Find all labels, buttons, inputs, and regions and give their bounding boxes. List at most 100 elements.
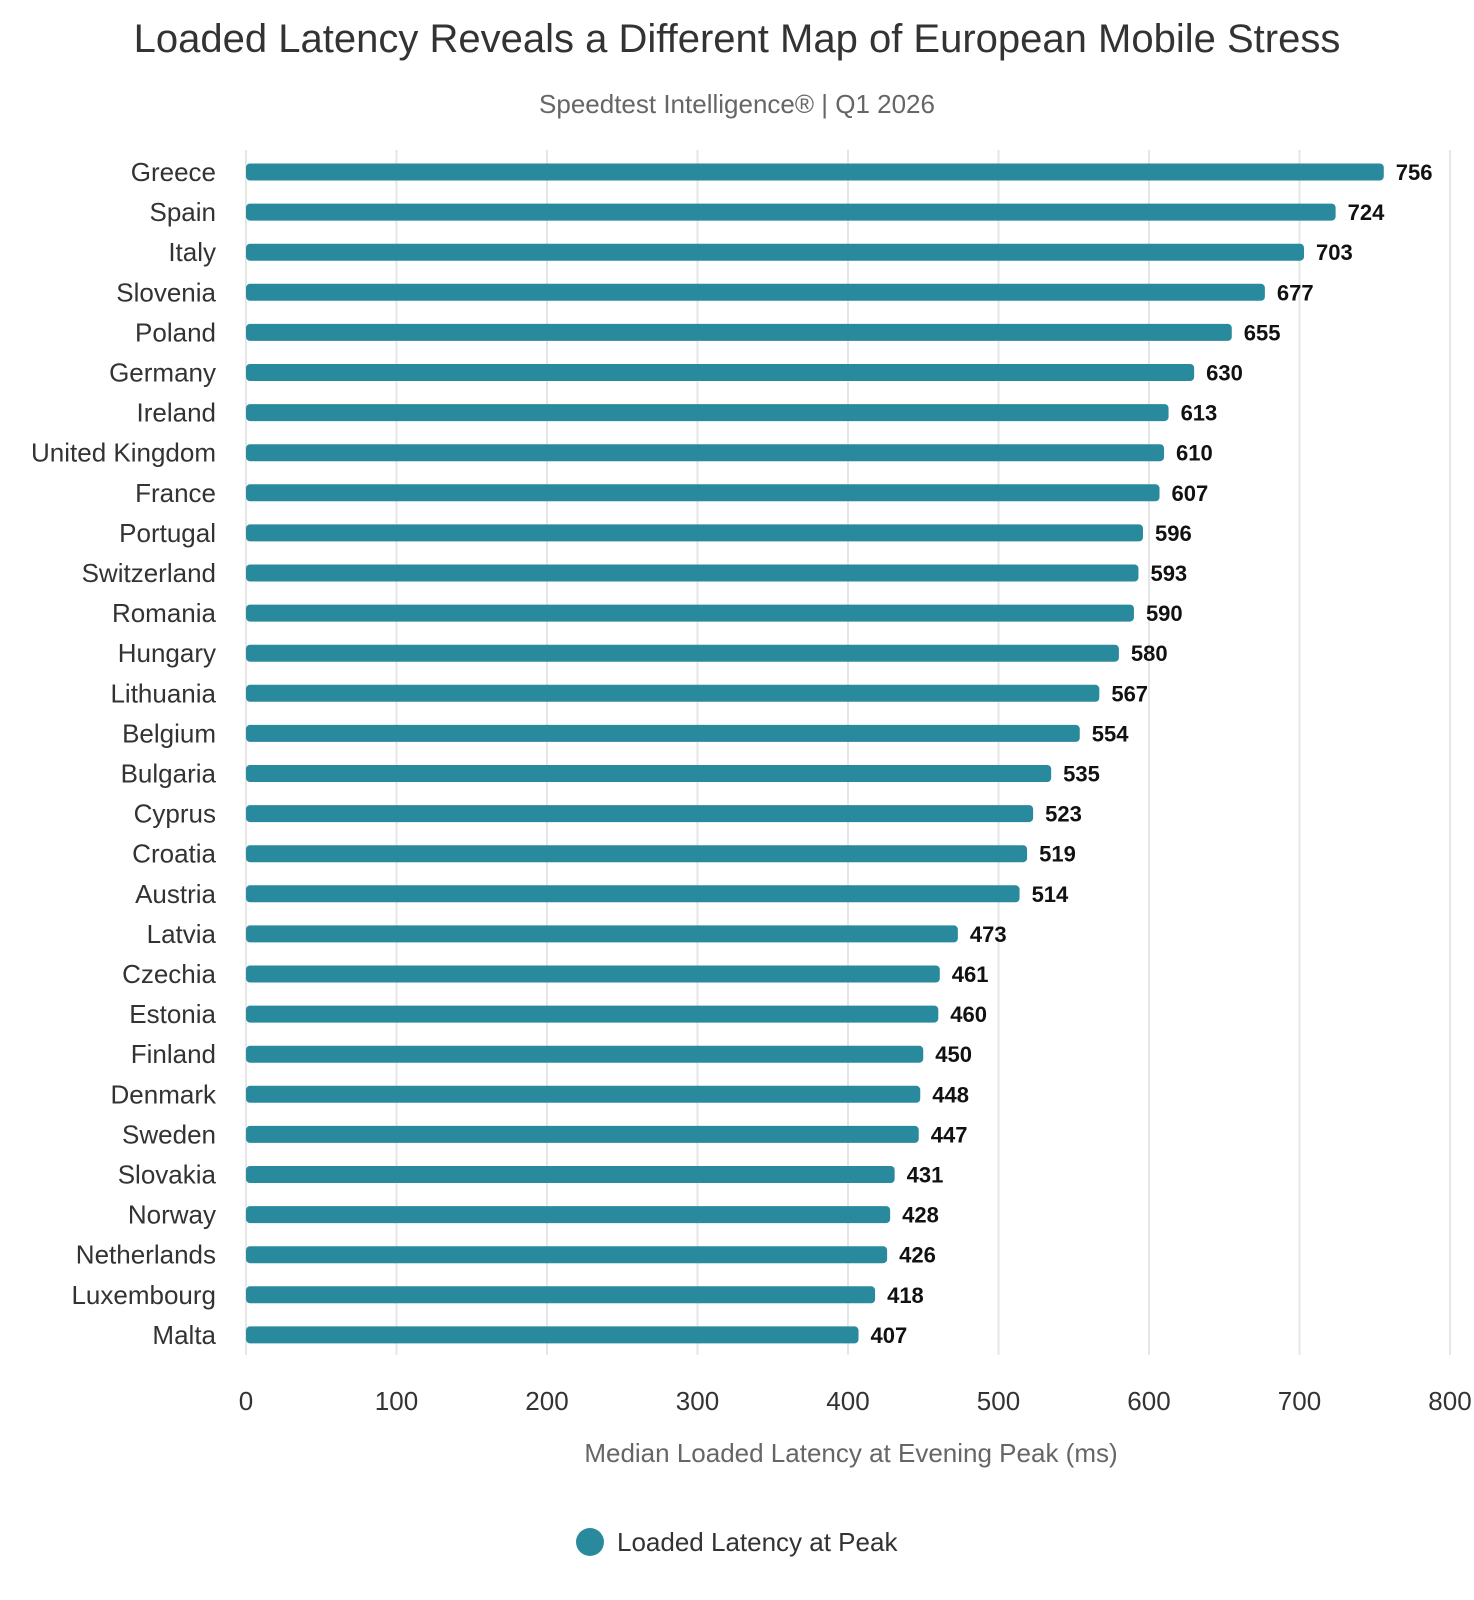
x-tick-label-600: 600 — [1127, 1386, 1170, 1416]
data-label-croatia: 519 — [1039, 842, 1076, 867]
category-label-hungary: Hungary — [118, 638, 216, 668]
bar-spain[interactable] — [246, 203, 1336, 221]
data-label-norway: 428 — [902, 1203, 939, 1228]
bar-croatia[interactable] — [246, 845, 1028, 863]
data-label-hungary: 580 — [1131, 641, 1168, 666]
bar-italy[interactable] — [246, 243, 1305, 261]
bar-malta[interactable] — [246, 1326, 859, 1344]
category-label-poland: Poland — [135, 317, 216, 347]
bar-poland[interactable] — [246, 323, 1232, 341]
data-label-luxembourg: 418 — [887, 1283, 924, 1308]
category-label-united-kingdom: United Kingdom — [31, 438, 216, 468]
category-label-sweden: Sweden — [122, 1119, 216, 1149]
data-label-sweden: 447 — [931, 1122, 968, 1147]
category-label-portugal: Portugal — [119, 518, 216, 548]
bar-greece[interactable] — [246, 163, 1384, 181]
category-label-norway: Norway — [128, 1200, 216, 1230]
bar-slovenia[interactable] — [246, 283, 1265, 301]
bar-luxembourg[interactable] — [246, 1286, 876, 1304]
bar-estonia[interactable] — [246, 1005, 939, 1023]
bar-portugal[interactable] — [246, 524, 1143, 542]
x-tick-label-300: 300 — [676, 1386, 719, 1416]
data-label-latvia: 473 — [970, 922, 1007, 947]
bar-lithuania[interactable] — [246, 684, 1100, 702]
bar-finland[interactable] — [246, 1045, 924, 1063]
data-label-greece: 756 — [1396, 160, 1433, 185]
bar-united-kingdom[interactable] — [246, 444, 1165, 462]
bar-belgium[interactable] — [246, 724, 1080, 742]
category-label-italy: Italy — [168, 237, 216, 267]
bar-denmark[interactable] — [246, 1085, 921, 1103]
category-label-netherlands: Netherlands — [76, 1240, 216, 1270]
data-label-ireland: 613 — [1181, 401, 1218, 426]
category-label-latvia: Latvia — [147, 919, 217, 949]
data-label-spain: 724 — [1348, 200, 1385, 225]
bar-romania[interactable] — [246, 604, 1134, 622]
category-label-spain: Spain — [150, 197, 217, 227]
data-label-cyprus: 523 — [1045, 802, 1082, 827]
data-label-denmark: 448 — [932, 1082, 969, 1107]
chart-subtitle: Speedtest Intelligence® | Q1 2026 — [539, 89, 935, 119]
grid-lines — [245, 150, 1451, 1355]
bar-netherlands[interactable] — [246, 1246, 888, 1264]
x-tick-label-0: 0 — [239, 1386, 253, 1416]
data-label-italy: 703 — [1316, 240, 1353, 265]
data-label-germany: 630 — [1206, 361, 1243, 386]
x-tick-label-100: 100 — [375, 1386, 418, 1416]
category-label-austria: Austria — [135, 879, 216, 909]
category-label-slovakia: Slovakia — [118, 1160, 217, 1190]
bar-switzerland[interactable] — [246, 564, 1139, 582]
bar-austria[interactable] — [246, 885, 1020, 903]
category-label-lithuania: Lithuania — [110, 678, 216, 708]
data-label-slovakia: 431 — [907, 1163, 944, 1188]
category-label-finland: Finland — [131, 1039, 216, 1069]
data-label-austria: 514 — [1032, 882, 1069, 907]
bars — [246, 163, 1384, 1344]
data-label-finland: 450 — [935, 1042, 972, 1067]
category-label-slovenia: Slovenia — [116, 277, 216, 307]
data-label-switzerland: 593 — [1150, 561, 1187, 586]
legend[interactable]: Loaded Latency at Peak — [576, 1527, 898, 1557]
x-tick-label-400: 400 — [826, 1386, 869, 1416]
x-axis-ticks: 0 100 200 300 400 500 600 700 800 — [239, 1386, 1472, 1416]
data-label-france: 607 — [1172, 481, 1209, 506]
data-label-malta: 407 — [871, 1323, 908, 1348]
category-labels: Greece Spain Italy Slovenia Poland Germany Ire… — [31, 157, 217, 1350]
bar-france[interactable] — [246, 484, 1160, 502]
data-label-portugal: 596 — [1155, 521, 1192, 546]
category-label-belgium: Belgium — [122, 718, 216, 748]
legend-swatch-icon — [576, 1528, 604, 1556]
category-label-czechia: Czechia — [122, 959, 216, 989]
bar-sweden[interactable] — [246, 1125, 919, 1143]
category-label-denmark: Denmark — [111, 1079, 217, 1109]
category-label-switzerland: Switzerland — [82, 558, 216, 588]
chart-title: Loaded Latency Reveals a Different Map o… — [134, 17, 1341, 61]
category-label-bulgaria: Bulgaria — [121, 759, 217, 789]
x-tick-label-500: 500 — [977, 1386, 1020, 1416]
bar-czechia[interactable] — [246, 965, 940, 983]
x-tick-label-700: 700 — [1278, 1386, 1321, 1416]
bar-ireland[interactable] — [246, 404, 1169, 422]
category-label-ireland: Ireland — [137, 398, 217, 428]
x-axis-title: Median Loaded Latency at Evening Peak (m… — [584, 1438, 1117, 1468]
data-label-bulgaria: 535 — [1063, 762, 1100, 787]
category-label-luxembourg: Luxembourg — [71, 1280, 216, 1310]
bar-latvia[interactable] — [246, 925, 958, 943]
bar-slovakia[interactable] — [246, 1166, 895, 1183]
data-label-estonia: 460 — [950, 1002, 987, 1027]
data-label-slovenia: 677 — [1277, 280, 1314, 305]
bar-hungary[interactable] — [246, 644, 1119, 662]
bar-norway[interactable] — [246, 1206, 891, 1224]
bar-cyprus[interactable] — [246, 805, 1034, 823]
bar-bulgaria[interactable] — [246, 765, 1052, 782]
data-label-lithuania: 567 — [1111, 681, 1148, 706]
category-label-cyprus: Cyprus — [134, 799, 216, 829]
x-tick-label-200: 200 — [525, 1386, 568, 1416]
bar-germany[interactable] — [246, 364, 1195, 381]
legend-label: Loaded Latency at Peak — [617, 1527, 898, 1557]
category-label-france: France — [135, 478, 216, 508]
data-label-czechia: 461 — [952, 962, 989, 987]
x-tick-label-800: 800 — [1428, 1386, 1471, 1416]
